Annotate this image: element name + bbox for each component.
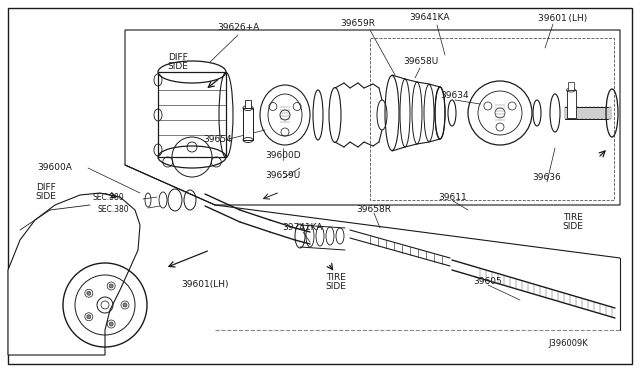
Polygon shape: [125, 30, 620, 205]
Circle shape: [87, 315, 91, 319]
Bar: [593, 107, 595, 119]
Text: 39641KA: 39641KA: [410, 13, 451, 22]
Bar: [567, 90, 576, 118]
Bar: [605, 107, 607, 119]
Circle shape: [87, 291, 91, 295]
Text: 39601(LH): 39601(LH): [181, 280, 228, 289]
Bar: [158, 72, 226, 157]
Circle shape: [109, 284, 113, 288]
Bar: [569, 107, 571, 119]
Text: DIFF
SIDE: DIFF SIDE: [168, 53, 188, 71]
Text: 39659U: 39659U: [266, 170, 301, 180]
Bar: [589, 107, 591, 119]
Text: TIRE
SIDE: TIRE SIDE: [563, 213, 584, 231]
Text: 39605: 39605: [474, 278, 502, 286]
Polygon shape: [8, 193, 140, 355]
Text: 39659R: 39659R: [340, 19, 376, 29]
Circle shape: [123, 303, 127, 307]
Bar: [568, 82, 574, 90]
Bar: [243, 108, 253, 140]
Bar: [597, 107, 599, 119]
Bar: [573, 107, 575, 119]
Bar: [585, 107, 587, 119]
Text: 39600D: 39600D: [265, 151, 301, 160]
Bar: [609, 107, 611, 119]
Bar: [245, 100, 251, 108]
Text: 39658R: 39658R: [356, 205, 392, 215]
Text: 39654: 39654: [204, 135, 232, 144]
Text: SEC.380: SEC.380: [97, 205, 129, 215]
Text: 39600A: 39600A: [38, 164, 72, 173]
Bar: [581, 107, 583, 119]
Text: 39741KA: 39741KA: [283, 224, 323, 232]
Text: 39626+A: 39626+A: [217, 23, 259, 32]
Bar: [565, 107, 567, 119]
Text: TIRE
SIDE: TIRE SIDE: [326, 273, 346, 291]
Text: 39611: 39611: [438, 193, 467, 202]
Bar: [601, 107, 603, 119]
Text: SEC.380: SEC.380: [92, 193, 124, 202]
Bar: [577, 107, 579, 119]
Text: DIFF
SIDE: DIFF SIDE: [36, 183, 56, 201]
Text: 39601 (LH): 39601 (LH): [538, 13, 588, 22]
Text: 39634: 39634: [441, 90, 469, 99]
Text: 39636: 39636: [532, 173, 561, 183]
Text: J396009K: J396009K: [548, 340, 588, 349]
Text: 39658U: 39658U: [403, 58, 438, 67]
Circle shape: [109, 322, 113, 326]
